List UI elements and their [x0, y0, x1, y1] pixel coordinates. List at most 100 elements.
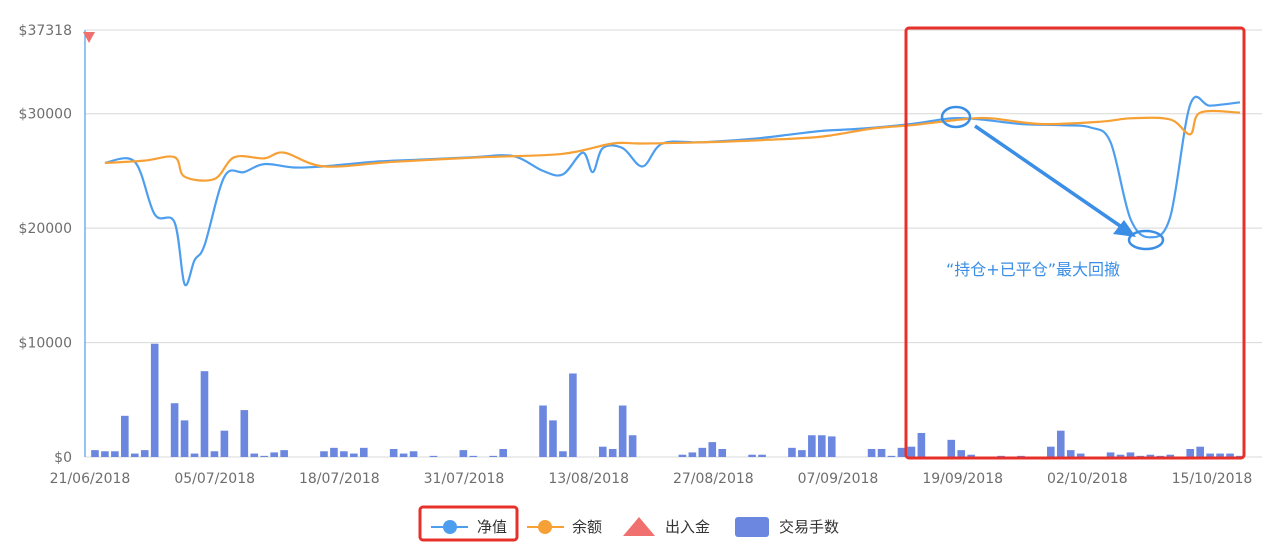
- volume-bar: [877, 448, 886, 457]
- volume-bar: [1196, 446, 1204, 457]
- volume-bar: [489, 455, 498, 457]
- volume-bar: [1136, 455, 1145, 457]
- volume-bar: [1226, 453, 1234, 457]
- x-tick-label: 18/07/2018: [299, 471, 380, 487]
- volume-bar: [907, 446, 916, 457]
- volume-bar: [499, 448, 507, 457]
- drawdown-arrow-head: [1113, 220, 1136, 237]
- x-tick-label: 21/06/2018: [50, 471, 131, 487]
- volume-bar: [399, 453, 408, 457]
- volume-bar: [748, 454, 756, 457]
- volume-bar: [917, 432, 926, 457]
- x-tick-label: 19/09/2018: [922, 471, 1003, 487]
- x-tick-label: 05/07/2018: [174, 471, 255, 487]
- volume-bar: [867, 448, 876, 457]
- y-tick-label: $0: [54, 450, 72, 466]
- y-tick-label: $30000: [19, 107, 72, 123]
- volume-bar: [818, 435, 826, 457]
- volume-bar: [997, 455, 1005, 457]
- volume-bar: [1106, 452, 1115, 457]
- volume-bar: [1066, 450, 1075, 457]
- x-tick-label: 07/09/2018: [798, 471, 879, 487]
- volume-bar: [1116, 454, 1125, 457]
- volume-bar: [121, 415, 129, 457]
- volume-bar: [320, 451, 328, 457]
- volume-bar: [1186, 448, 1195, 457]
- volume-bar: [359, 447, 368, 457]
- volume-bar: [250, 453, 259, 457]
- legend-item-deposit[interactable]: 出入金: [623, 517, 710, 536]
- deposit-marker-layer: [83, 32, 95, 43]
- volume-bar: [389, 448, 398, 457]
- volume-bar: [1156, 455, 1165, 457]
- volume-bar: [678, 454, 687, 457]
- volume-bar: [180, 420, 189, 457]
- volume-bar: [1206, 453, 1214, 457]
- legend-label-balance: 余额: [572, 518, 602, 536]
- volume-bar: [91, 450, 99, 457]
- volume-bar: [459, 450, 468, 457]
- volume-bar: [798, 450, 806, 457]
- y-tick-label: $10000: [19, 336, 72, 352]
- legend: 净值 余额 出入金 交易手数: [418, 505, 839, 542]
- volume-bar: [190, 453, 199, 457]
- volume-bar: [130, 453, 139, 457]
- volume-bar: [1166, 454, 1175, 457]
- drawdown-arrow-line: [974, 124, 1127, 232]
- volume-bar: [539, 405, 547, 457]
- volume-bar: [1146, 454, 1155, 457]
- volume-bar: [628, 435, 637, 457]
- volume-bar: [101, 451, 109, 457]
- volume-bar: [111, 451, 119, 457]
- volume-bar: [708, 442, 717, 457]
- volume-bar: [758, 454, 766, 457]
- legend-triangle-icon: [623, 517, 655, 536]
- volume-bar: [260, 455, 269, 457]
- volume-bar: [559, 451, 567, 457]
- legend-dot-net-value: [443, 520, 457, 534]
- volume-bar: [957, 450, 966, 457]
- drawdown-annotation: “持仓+已平仓”最大回撤: [946, 260, 1120, 279]
- volume-bar: [210, 451, 219, 457]
- legend-highlight-box: [418, 505, 519, 542]
- legend-item-volume[interactable]: 交易手数: [735, 517, 839, 537]
- trade-volume-bars: [91, 343, 1244, 457]
- legend-dot-balance: [538, 520, 552, 534]
- net-value-line: [104, 95, 1241, 287]
- volume-bar: [827, 436, 836, 457]
- volume-bar: [1017, 455, 1025, 457]
- y-tick-label: $37318: [19, 23, 72, 39]
- volume-bar: [618, 405, 627, 457]
- volume-bar: [718, 448, 727, 457]
- volume-bar: [280, 450, 288, 457]
- volume-bar: [887, 455, 896, 457]
- series-lines: [104, 95, 1241, 287]
- x-axis-ticks: 21/06/2018 05/07/2018 18/07/2018 31/07/2018…: [50, 471, 1253, 487]
- deposit-marker: [83, 32, 95, 43]
- balance-line: [104, 109, 1241, 182]
- trough-circle: [1127, 229, 1165, 251]
- volume-bar: [1076, 453, 1085, 457]
- legend-item-net-value[interactable]: 净值: [431, 518, 507, 536]
- peak-circle: [940, 105, 972, 129]
- volume-bar: [170, 403, 179, 457]
- volume-bar: [220, 430, 229, 457]
- volume-bar: [240, 410, 249, 457]
- volume-bar: [409, 451, 418, 457]
- volume-bar: [608, 448, 617, 457]
- volume-bar: [1126, 452, 1135, 457]
- y-tick-label: $20000: [19, 221, 72, 237]
- volume-bar: [967, 454, 975, 457]
- grid-lines: [84, 29, 1262, 458]
- x-tick-label: 13/08/2018: [548, 471, 629, 487]
- volume-bar: [569, 373, 577, 457]
- volume-bar: [1056, 430, 1065, 457]
- legend-item-balance[interactable]: 余额: [527, 518, 602, 536]
- volume-bar: [150, 343, 159, 457]
- volume-bar: [808, 435, 816, 457]
- volume-bar: [897, 447, 906, 457]
- volume-bar: [340, 451, 348, 457]
- volume-bar: [429, 455, 438, 457]
- volume-bar: [140, 450, 149, 457]
